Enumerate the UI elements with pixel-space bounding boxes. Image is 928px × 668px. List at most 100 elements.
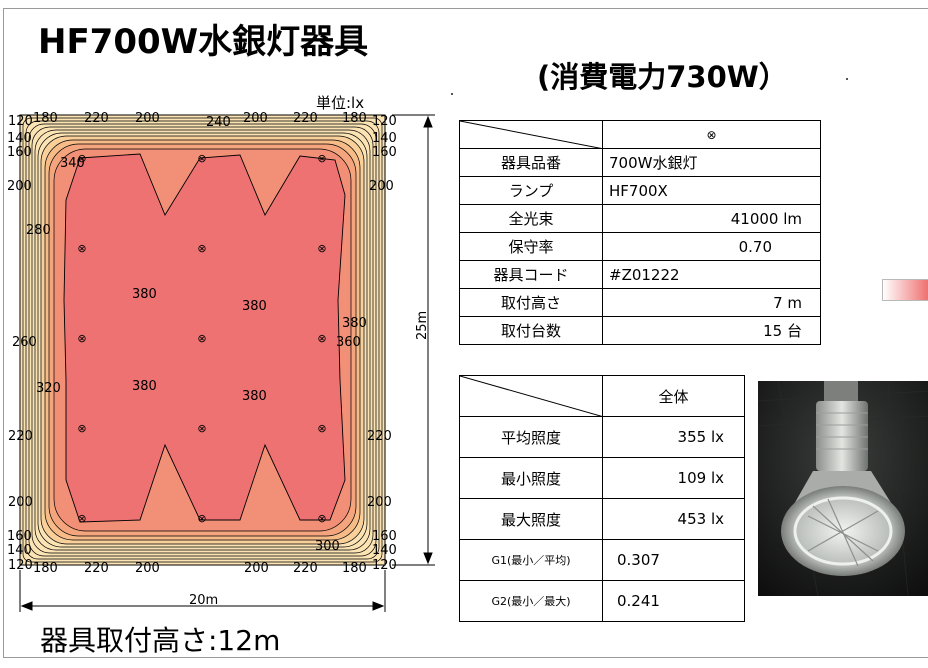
contour-value-labels: 120 180 220 200 240 200 220 180 120 140 …	[7, 111, 397, 576]
luminaire-symbol-icon: ⊗	[602, 120, 821, 149]
svg-text:140: 140	[372, 543, 397, 558]
high-illuminance-core	[63, 153, 346, 523]
svg-text:300: 300	[315, 539, 340, 554]
dimension-lines	[19, 114, 435, 612]
spec-table: ⊗ 器具品番 700W水銀灯 ランプ HF700X 全光束 41000 lm 保守率 0…	[459, 120, 821, 345]
luminaire-icon: ⊗	[77, 512, 86, 525]
page-frame	[3, 8, 928, 658]
svg-text:340: 340	[60, 156, 85, 171]
spec-label: 全光束	[459, 204, 603, 233]
svg-text:140: 140	[7, 543, 32, 558]
illuminance-label: 平均照度	[459, 416, 603, 458]
svg-text:220: 220	[293, 111, 318, 126]
svg-text:380: 380	[242, 299, 267, 314]
svg-text:380: 380	[132, 379, 157, 394]
svg-text:140: 140	[7, 131, 32, 146]
illuminance-value: 0.241	[602, 580, 745, 622]
spec-label: 器具コード	[459, 260, 603, 289]
luminaire-icon: ⊗	[197, 512, 206, 525]
luminaire-icon: ⊗	[77, 422, 86, 435]
svg-text:280: 280	[26, 223, 51, 238]
illuminance-label: 最小照度	[459, 457, 603, 499]
svg-text:380: 380	[132, 287, 157, 302]
svg-text:200: 200	[369, 179, 394, 194]
luminaire-icon: ⊗	[317, 152, 326, 165]
illuminance-value: 355 lx	[602, 416, 745, 458]
svg-text:380: 380	[342, 316, 367, 331]
svg-text:160: 160	[7, 529, 32, 544]
luminaire-icon: ⊗	[197, 242, 206, 255]
svg-text:220: 220	[84, 111, 109, 126]
luminaire-icon: ⊗	[77, 332, 86, 345]
mount-height-label: 器具取付高さ:12m	[40, 624, 281, 657]
height-dimension: 25m	[415, 310, 430, 340]
svg-text:220: 220	[84, 561, 109, 576]
spec-label: ランプ	[459, 176, 603, 205]
svg-text:160: 160	[372, 529, 397, 544]
svg-text:180: 180	[342, 111, 367, 126]
illuminance-label: G2(最小／最大)	[459, 580, 603, 622]
diagonal-header-cell	[459, 120, 604, 149]
color-legend-swatch	[882, 279, 928, 301]
luminaire-icon: ⊗	[77, 152, 86, 165]
spec-label: 器具品番	[459, 148, 603, 177]
diagonal-header-cell	[459, 375, 604, 417]
svg-text:180: 180	[33, 561, 58, 576]
unit-label: 単位:lx	[316, 94, 365, 112]
svg-text:240: 240	[206, 115, 231, 130]
luminaire-photo	[758, 381, 928, 596]
svg-text:180: 180	[342, 561, 367, 576]
luminaire-icon: ⊗	[317, 332, 326, 345]
spec-value: 0.70	[602, 232, 821, 261]
speck	[846, 78, 848, 80]
speck	[451, 93, 453, 95]
illuminance-label: G1(最小／平均)	[459, 539, 603, 581]
svg-text:200: 200	[7, 179, 32, 194]
spec-value: HF700X	[602, 176, 821, 205]
svg-text:120: 120	[372, 114, 397, 129]
spec-value: #Z01222	[602, 260, 821, 289]
svg-text:220: 220	[293, 561, 318, 576]
power-consumption: (消費電力730W）	[537, 60, 788, 94]
illuminance-value: 0.307	[602, 539, 745, 581]
svg-text:120: 120	[8, 558, 33, 573]
svg-text:260: 260	[12, 335, 37, 350]
svg-text:200: 200	[135, 561, 160, 576]
page-title: HF700W水銀灯器具	[38, 22, 369, 62]
svg-text:200: 200	[8, 495, 33, 510]
illuminance-value: 109 lx	[602, 457, 745, 499]
svg-text:140: 140	[372, 131, 397, 146]
width-dimension: 20m	[189, 593, 219, 608]
luminaire-markers: ⊗ ⊗ ⊗ ⊗ ⊗ ⊗ ⊗ ⊗ ⊗ ⊗ ⊗ ⊗ ⊗ ⊗ ⊗	[77, 152, 326, 525]
luminaire-icon: ⊗	[317, 512, 326, 525]
spec-value: 15 台	[602, 316, 821, 345]
illuminance-label: 最大照度	[459, 498, 603, 540]
illuminance-table: 全体 平均照度 355 lx 最小照度 109 lx 最大照度 453 lx G1(最…	[459, 375, 745, 622]
overall-header: 全体	[602, 375, 745, 417]
luminaire-icon: ⊗	[197, 332, 206, 345]
svg-text:180: 180	[33, 111, 58, 126]
svg-text:220: 220	[8, 429, 33, 444]
spec-label: 取付台数	[459, 316, 603, 345]
luminaire-icon: ⊗	[317, 242, 326, 255]
svg-text:380: 380	[242, 389, 267, 404]
svg-text:320: 320	[36, 381, 61, 396]
spec-label: 取付高さ	[459, 288, 603, 317]
svg-text:200: 200	[367, 495, 392, 510]
luminaire-icon: ⊗	[197, 422, 206, 435]
svg-text:360: 360	[336, 335, 361, 350]
svg-text:120: 120	[372, 558, 397, 573]
spec-value: 7 m	[602, 288, 821, 317]
svg-text:160: 160	[7, 145, 32, 160]
svg-text:120: 120	[8, 114, 33, 129]
illuminance-value: 453 lx	[602, 498, 745, 540]
svg-text:220: 220	[367, 429, 392, 444]
spec-value: 700W水銀灯	[602, 148, 821, 177]
svg-text:160: 160	[372, 145, 397, 160]
svg-text:200: 200	[244, 561, 269, 576]
svg-text:200: 200	[243, 111, 268, 126]
luminaire-icon: ⊗	[77, 242, 86, 255]
spec-value: 41000 lm	[602, 204, 821, 233]
luminaire-icon: ⊗	[317, 422, 326, 435]
